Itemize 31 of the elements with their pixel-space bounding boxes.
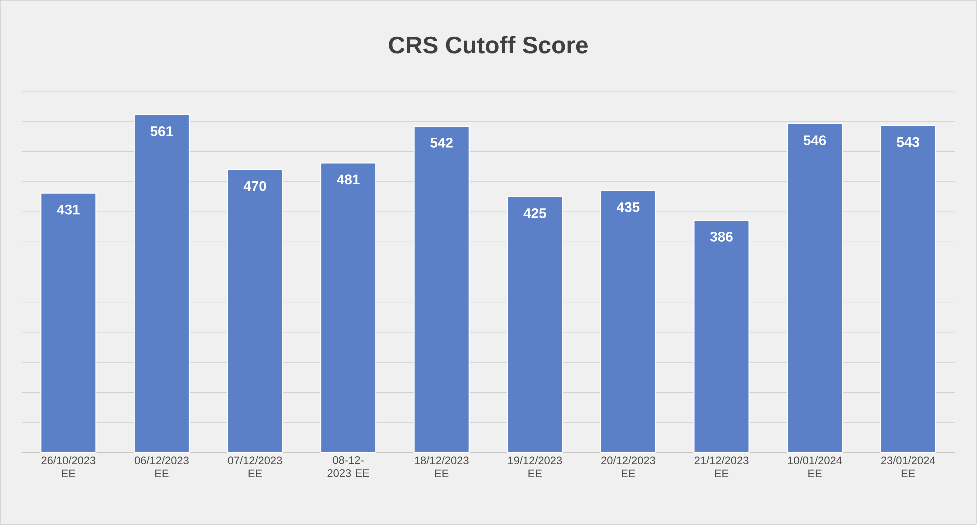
- x-tick-label: 10/01/2024 EE: [788, 456, 842, 478]
- data-label: 425: [524, 208, 546, 218]
- x-tick-label: 07/12/2023 EE: [228, 456, 282, 478]
- data-label: 542: [430, 138, 453, 148]
- x-tick-label: 19/12/2023 EE: [508, 456, 562, 478]
- bar: [600, 190, 656, 454]
- data-label: 561: [150, 126, 174, 136]
- bar: [694, 220, 750, 454]
- x-tick-label: 06/12/2023 EE: [134, 456, 189, 478]
- data-label: 470: [244, 181, 266, 192]
- x-tick-label: 08-12-2023 EE: [328, 456, 370, 478]
- bar: [227, 169, 284, 454]
- data-label: 435: [617, 202, 640, 212]
- x-tick-label: 23/01/2024 EE: [881, 456, 936, 478]
- data-label: 386: [710, 232, 733, 242]
- bar: [507, 196, 564, 454]
- x-tick-label: 21/12/2023 EE: [694, 456, 749, 478]
- data-label: 543: [897, 137, 920, 148]
- bar: [787, 124, 844, 454]
- bar: [40, 192, 97, 454]
- bar: [414, 126, 470, 454]
- data-label: 546: [804, 136, 826, 146]
- data-label: 481: [337, 174, 360, 185]
- x-tick-label: 26/10/2023 EE: [42, 456, 96, 478]
- bar: [134, 114, 190, 454]
- bar: [880, 125, 936, 454]
- x-tick-label: 18/12/2023 EE: [415, 456, 469, 478]
- x-tick-label: 20/12/2023 EE: [602, 456, 656, 478]
- data-label: 431: [57, 204, 80, 215]
- chart-title: CRS Cutoff Score: [389, 36, 588, 54]
- bar: [320, 162, 377, 454]
